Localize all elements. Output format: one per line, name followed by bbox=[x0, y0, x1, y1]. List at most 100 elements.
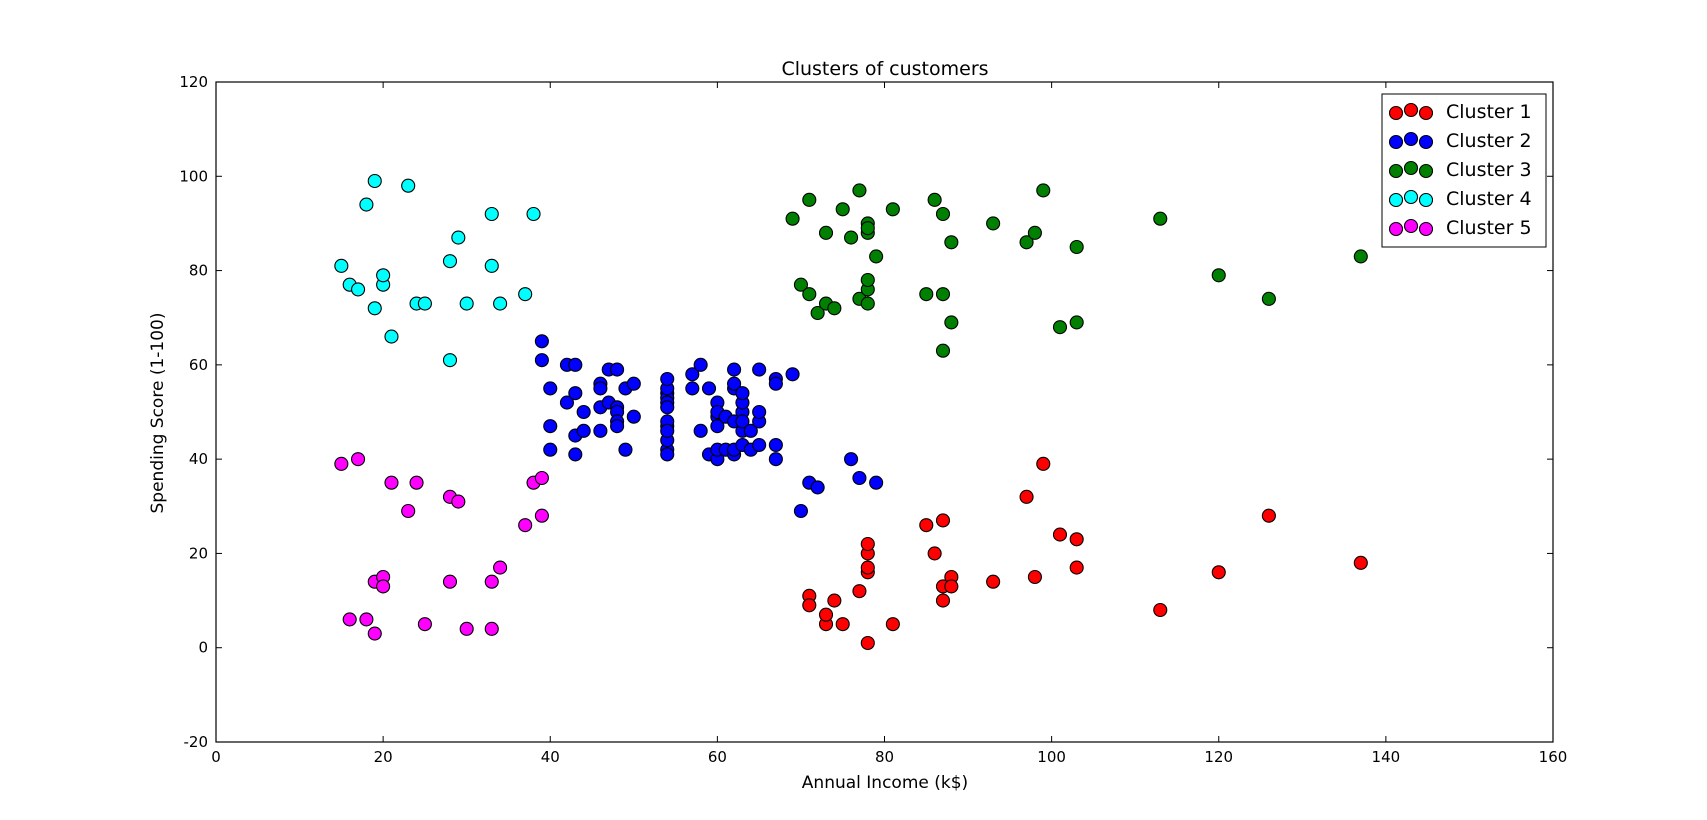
x-tick-label: 20 bbox=[374, 748, 393, 766]
data-point bbox=[484, 574, 499, 589]
data-point bbox=[935, 593, 951, 608]
data-point bbox=[401, 178, 416, 193]
data-point bbox=[534, 508, 549, 523]
data-point bbox=[559, 395, 575, 410]
data-point bbox=[1261, 291, 1276, 306]
data-point bbox=[593, 423, 608, 438]
data-point bbox=[827, 593, 842, 608]
data-point bbox=[493, 560, 508, 575]
y-tick-label: 0 bbox=[198, 639, 208, 657]
data-point bbox=[743, 423, 758, 438]
data-point bbox=[785, 367, 800, 382]
data-point bbox=[927, 192, 942, 207]
data-point bbox=[735, 414, 750, 429]
data-point bbox=[835, 202, 850, 217]
legend-label: Cluster 1 bbox=[1446, 101, 1532, 123]
data-point bbox=[334, 456, 349, 471]
y-tick-label: 80 bbox=[189, 262, 208, 280]
data-point bbox=[818, 607, 834, 622]
series-4 bbox=[334, 173, 541, 368]
legend-entry-3: Cluster 3 bbox=[1388, 159, 1532, 181]
data-point bbox=[802, 192, 817, 207]
data-point bbox=[860, 221, 875, 236]
data-point bbox=[1019, 235, 1034, 250]
y-tick-label: 40 bbox=[189, 450, 208, 468]
data-point bbox=[618, 442, 633, 457]
data-point bbox=[576, 404, 591, 420]
data-point bbox=[660, 371, 675, 387]
legend: Cluster 1 Cluster 2 Cluster 3 Cluster 4 Clus… bbox=[1381, 93, 1547, 248]
legend-entry-1: Cluster 1 bbox=[1388, 101, 1532, 123]
x-tick-label: 0 bbox=[211, 748, 221, 766]
data-point bbox=[1052, 527, 1068, 542]
data-point bbox=[376, 268, 391, 283]
data-point bbox=[852, 584, 867, 599]
data-point bbox=[701, 381, 717, 396]
y-tick-label: 60 bbox=[189, 356, 208, 374]
legend-marker bbox=[1418, 221, 1434, 237]
data-point bbox=[593, 381, 608, 396]
data-point bbox=[484, 621, 499, 636]
data-point bbox=[401, 503, 416, 519]
data-point bbox=[417, 617, 432, 632]
data-point bbox=[1027, 225, 1042, 240]
data-point bbox=[1036, 183, 1051, 198]
data-point bbox=[852, 470, 867, 486]
legend-marker bbox=[1403, 131, 1419, 147]
data-point bbox=[442, 353, 458, 368]
data-point bbox=[860, 536, 875, 552]
data-point bbox=[1261, 508, 1276, 523]
x-tick-label: 160 bbox=[1539, 748, 1568, 766]
y-tick-label: -20 bbox=[184, 733, 209, 751]
data-point bbox=[818, 225, 834, 240]
data-point bbox=[442, 254, 458, 269]
data-point bbox=[835, 617, 850, 632]
data-point bbox=[844, 452, 859, 467]
legend-marker bbox=[1388, 134, 1404, 150]
data-point bbox=[409, 475, 424, 490]
data-point bbox=[793, 277, 808, 292]
data-point bbox=[518, 287, 533, 302]
legend-marker bbox=[1403, 160, 1419, 176]
data-point bbox=[727, 376, 742, 391]
data-point bbox=[534, 334, 549, 349]
data-point bbox=[1027, 569, 1042, 585]
data-point bbox=[735, 386, 750, 401]
data-point bbox=[768, 376, 783, 391]
legend-label: Cluster 3 bbox=[1446, 159, 1532, 181]
data-point bbox=[844, 230, 859, 245]
data-point bbox=[534, 470, 549, 486]
data-point bbox=[367, 626, 382, 641]
data-point bbox=[660, 400, 675, 415]
data-point bbox=[944, 235, 959, 250]
data-point bbox=[367, 173, 382, 189]
data-point bbox=[484, 258, 499, 273]
y-axis-label: Spending Score (1-100) bbox=[148, 313, 168, 514]
data-point bbox=[1019, 489, 1034, 504]
legend-label: Cluster 5 bbox=[1446, 217, 1532, 239]
data-point bbox=[944, 579, 959, 594]
data-point bbox=[568, 386, 583, 401]
x-tick-label: 80 bbox=[875, 748, 894, 766]
data-point bbox=[1069, 315, 1084, 330]
data-point bbox=[793, 503, 808, 519]
data-point bbox=[860, 560, 875, 575]
data-point bbox=[860, 296, 875, 311]
data-point bbox=[1036, 456, 1051, 471]
y-tick-label: 120 bbox=[179, 73, 208, 91]
data-point bbox=[1069, 532, 1084, 547]
data-point bbox=[810, 480, 825, 495]
data-point bbox=[451, 494, 466, 509]
data-point bbox=[693, 357, 708, 372]
data-point bbox=[860, 635, 875, 651]
legend-marker bbox=[1418, 163, 1434, 179]
data-point bbox=[785, 211, 800, 226]
data-point bbox=[885, 202, 900, 217]
x-tick-label: 140 bbox=[1372, 748, 1401, 766]
data-point bbox=[359, 612, 374, 627]
data-point bbox=[802, 598, 817, 613]
data-point bbox=[752, 362, 767, 377]
data-point bbox=[568, 357, 583, 372]
data-point bbox=[919, 518, 934, 533]
legend-marker bbox=[1418, 192, 1434, 208]
